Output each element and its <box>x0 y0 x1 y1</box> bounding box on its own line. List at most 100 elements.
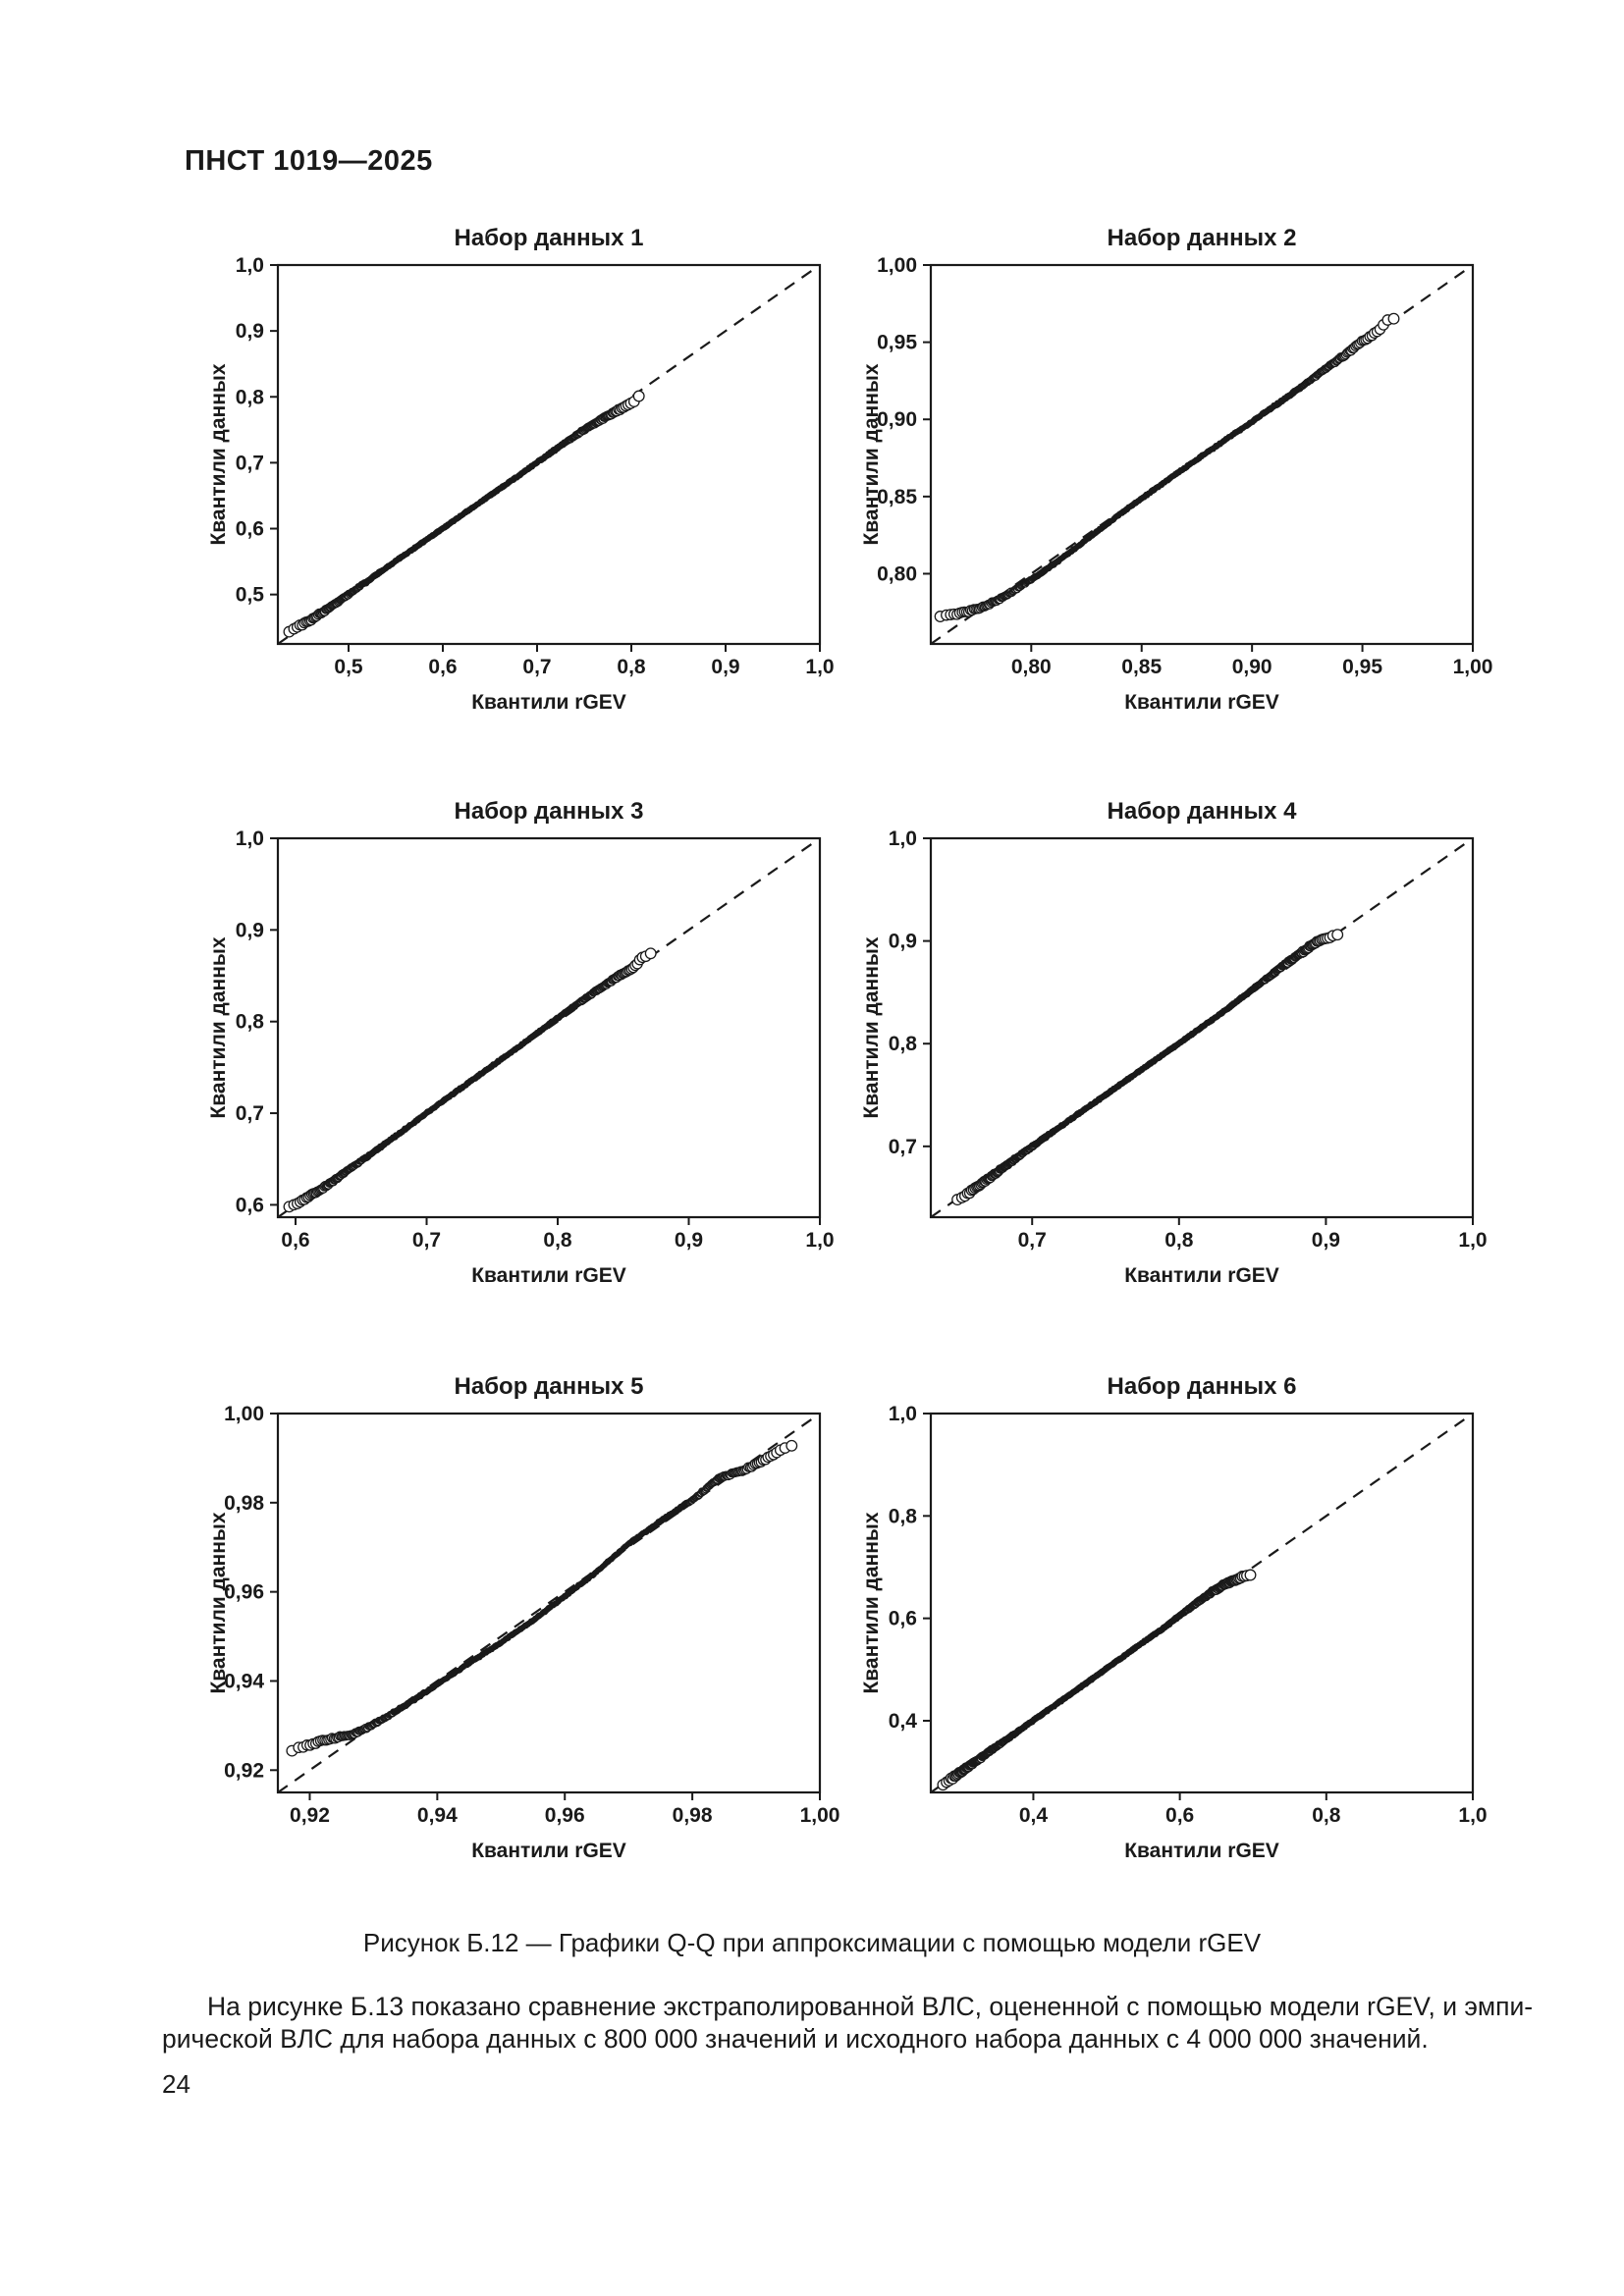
x-tick-label: 0,80 <box>1011 656 1052 678</box>
y-tick-label: 0,8 <box>889 1505 918 1527</box>
y-tick-label: 0,85 <box>877 486 917 508</box>
x-tick-label: 1,0 <box>1458 1229 1487 1252</box>
qq-plot-canvas: Набор данных 4 0,7 0,8 0,9 1,0 0,7 0,8 0,9 1,0 Кв… <box>860 798 1488 1287</box>
x-tick-label: 0,6 <box>281 1229 309 1252</box>
body-paragraph: На рисунке Б.13 показано сравнение экстр… <box>162 1991 1534 2056</box>
y-axis-label: Квантили данных <box>207 936 230 1118</box>
x-tick-label: 0,6 <box>1165 1804 1194 1827</box>
plot-title: Набор данных 2 <box>1108 225 1297 251</box>
body-paragraph-line-2: рической ВЛС для набора данных с 800 000… <box>162 2024 1429 2054</box>
plot-frame <box>276 836 822 1219</box>
plot-frame <box>276 1412 822 1794</box>
qq-plot-2: Набор данных 2 0,80 0,85 0,90 0,95 1,00 0,80 0,… <box>844 218 1492 728</box>
x-axis-label: Квантили rGEV <box>1124 1264 1279 1287</box>
x-tick-label: 0,9 <box>1312 1229 1340 1252</box>
y-tick-label: 0,6 <box>236 518 264 541</box>
plot-title: Набор данных 6 <box>1108 1373 1297 1400</box>
x-tick-label: 0,8 <box>1164 1229 1194 1252</box>
x-tick-label: 0,7 <box>522 656 551 678</box>
scatter-points <box>286 1439 798 1757</box>
figure-caption: Рисунок Б.12 — Графики Q-Q при аппроксим… <box>362 1928 1262 1957</box>
x-tick-label: 0,5 <box>334 656 363 678</box>
x-tick-label: 1,0 <box>1458 1804 1487 1827</box>
x-axis-label: Квантили rGEV <box>471 1264 626 1287</box>
x-tick-label: 1,00 <box>1453 656 1492 678</box>
qq-plot-canvas: Набор данных 3 0,6 0,7 0,8 0,9 1,0 0,6 0,7 0,8 0,… <box>207 798 835 1287</box>
y-tick-label: 0,4 <box>889 1710 918 1733</box>
scatter-points <box>283 947 657 1213</box>
y-axis-label: Квантили данных <box>860 1512 883 1693</box>
x-tick-label: 0,96 <box>545 1804 585 1827</box>
y-tick-label: 0,80 <box>877 562 917 585</box>
plot-title: Набор данных 5 <box>455 1373 644 1400</box>
y-tick-label: 0,5 <box>236 584 265 607</box>
x-tick-label: 0,9 <box>675 1229 703 1252</box>
y-tick-label: 0,90 <box>877 408 917 431</box>
x-tick-label: 0,8 <box>617 656 646 678</box>
y-tick-label: 0,8 <box>889 1033 918 1055</box>
y-axis-label: Квантили данных <box>860 936 883 1118</box>
y-tick-label: 0,8 <box>236 1011 265 1034</box>
plot-frame <box>929 263 1475 646</box>
x-tick-label: 0,90 <box>1232 656 1272 678</box>
y-tick-label: 1,00 <box>224 1403 264 1425</box>
plot-title: Набор данных 3 <box>455 798 644 825</box>
plot-frame <box>929 1412 1475 1794</box>
x-tick-label: 0,94 <box>417 1804 458 1827</box>
qq-plot-1: Набор данных 1 0,5 0,6 0,7 0,8 0,9 1,0 0,5 0,6 0,… <box>191 218 839 728</box>
body-paragraph-line-1: На рисунке Б.13 показано сравнение экстр… <box>207 1992 1534 2021</box>
y-tick-label: 0,8 <box>236 386 265 408</box>
y-tick-label: 0,92 <box>224 1759 264 1782</box>
y-tick-label: 1,0 <box>236 254 264 277</box>
x-tick-label: 0,85 <box>1121 656 1162 678</box>
scatter-points <box>937 1569 1257 1791</box>
y-tick-label: 0,98 <box>224 1492 264 1515</box>
qq-plot-3: Набор данных 3 0,6 0,7 0,8 0,9 1,0 0,6 0,7 0,8 0,… <box>191 791 839 1302</box>
x-tick-label: 0,7 <box>412 1229 441 1252</box>
scatter-points <box>951 929 1344 1206</box>
y-tick-label: 1,00 <box>877 254 917 277</box>
x-axis-label: Квантили rGEV <box>1124 691 1279 714</box>
y-tick-label: 0,9 <box>236 320 264 343</box>
scatter-points <box>283 390 645 638</box>
x-tick-label: 0,98 <box>673 1804 713 1827</box>
x-axis-label: Квантили rGEV <box>471 1840 626 1862</box>
plot-title: Набор данных 4 <box>1108 798 1298 825</box>
x-tick-label: 1,0 <box>805 656 834 678</box>
y-tick-label: 0,9 <box>889 931 917 953</box>
x-tick-label: 0,92 <box>290 1804 330 1827</box>
qq-plot-canvas: Набор данных 5 0,92 0,94 0,96 0,98 1,00 0,92 0,… <box>207 1373 839 1862</box>
y-tick-label: 0,7 <box>889 1136 917 1158</box>
x-tick-label: 0,6 <box>428 656 457 678</box>
y-tick-label: 1,0 <box>889 828 917 850</box>
x-tick-label: 0,4 <box>1019 1804 1049 1827</box>
x-tick-label: 0,95 <box>1342 656 1382 678</box>
x-tick-label: 1,0 <box>805 1229 834 1252</box>
x-axis-label: Квантили rGEV <box>1124 1840 1279 1862</box>
x-axis-label: Квантили rGEV <box>471 691 626 714</box>
y-axis-label: Квантили данных <box>860 363 883 545</box>
y-tick-label: 0,9 <box>236 919 264 941</box>
x-tick-label: 0,7 <box>1018 1229 1047 1252</box>
y-tick-label: 0,96 <box>224 1581 264 1604</box>
y-tick-label: 0,6 <box>889 1608 917 1630</box>
qq-plot-5: Набор данных 5 0,92 0,94 0,96 0,98 1,00 0,92 0,… <box>191 1366 839 1877</box>
y-tick-label: 0,7 <box>236 1102 264 1125</box>
y-tick-label: 0,95 <box>877 332 917 354</box>
x-tick-label: 1,00 <box>800 1804 839 1827</box>
y-tick-label: 1,0 <box>889 1403 917 1425</box>
qq-plot-canvas: Набор данных 1 0,5 0,6 0,7 0,8 0,9 1,0 0,5 0,6 0,… <box>207 225 835 714</box>
plot-title: Набор данных 1 <box>455 225 644 251</box>
y-tick-label: 0,7 <box>236 452 264 474</box>
page-number: 24 <box>162 2069 190 2099</box>
y-tick-label: 0,6 <box>236 1194 264 1216</box>
qq-plot-canvas: Набор данных 2 0,80 0,85 0,90 0,95 1,00 0,80 0,… <box>860 225 1492 714</box>
y-axis-label: Квантили данных <box>207 1512 230 1693</box>
y-tick-label: 0,94 <box>224 1670 264 1692</box>
plot-frame <box>276 263 822 646</box>
y-tick-label: 1,0 <box>236 828 264 850</box>
x-tick-label: 0,8 <box>1312 1804 1341 1827</box>
document-header: ПНСТ 1019—2025 <box>185 145 433 177</box>
plot-frame <box>929 836 1475 1219</box>
